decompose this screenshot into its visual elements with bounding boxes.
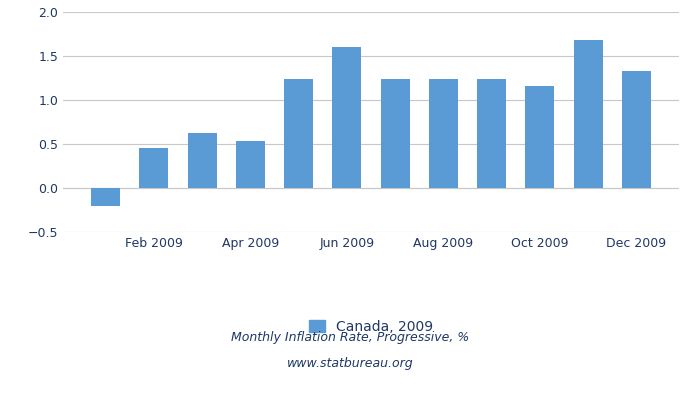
Text: Monthly Inflation Rate, Progressive, %: Monthly Inflation Rate, Progressive, % [231,332,469,344]
Legend: Canada, 2009: Canada, 2009 [303,314,439,340]
Bar [622,71,651,188]
Bar [284,79,313,188]
Bar [574,40,603,188]
Bar [429,79,458,188]
Bar [381,79,409,188]
Bar [526,86,554,188]
Bar [139,148,168,188]
Bar [188,134,216,188]
Bar [332,47,361,188]
Text: www.statbureau.org: www.statbureau.org [287,358,413,370]
Bar [91,188,120,206]
Bar [477,79,506,188]
Bar [236,141,265,188]
